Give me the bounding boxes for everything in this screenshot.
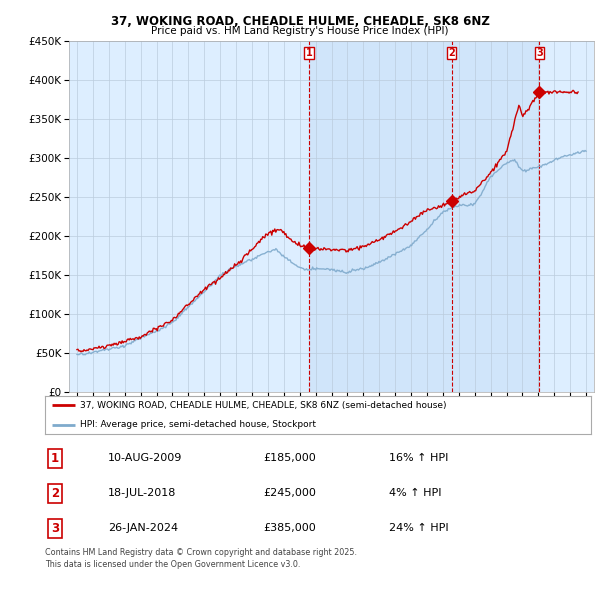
Text: £245,000: £245,000 — [263, 489, 316, 499]
Text: 37, WOKING ROAD, CHEADLE HULME, CHEADLE, SK8 6NZ: 37, WOKING ROAD, CHEADLE HULME, CHEADLE,… — [110, 15, 490, 28]
Text: 26-JAN-2024: 26-JAN-2024 — [108, 523, 178, 533]
Text: 18-JUL-2018: 18-JUL-2018 — [108, 489, 176, 499]
Text: 3: 3 — [536, 48, 543, 58]
Text: 4% ↑ HPI: 4% ↑ HPI — [389, 489, 442, 499]
Text: 2: 2 — [51, 487, 59, 500]
Text: 16% ↑ HPI: 16% ↑ HPI — [389, 454, 448, 463]
Text: 2: 2 — [448, 48, 455, 58]
Text: 1: 1 — [51, 452, 59, 465]
Bar — [309, 41, 539, 392]
Text: 10-AUG-2009: 10-AUG-2009 — [108, 454, 182, 463]
Text: £185,000: £185,000 — [263, 454, 316, 463]
Text: 24% ↑ HPI: 24% ↑ HPI — [389, 523, 449, 533]
Text: £385,000: £385,000 — [263, 523, 316, 533]
Text: HPI: Average price, semi-detached house, Stockport: HPI: Average price, semi-detached house,… — [80, 420, 316, 430]
Text: 37, WOKING ROAD, CHEADLE HULME, CHEADLE, SK8 6NZ (semi-detached house): 37, WOKING ROAD, CHEADLE HULME, CHEADLE,… — [80, 401, 447, 410]
Text: 1: 1 — [306, 48, 313, 58]
Text: Price paid vs. HM Land Registry's House Price Index (HPI): Price paid vs. HM Land Registry's House … — [151, 26, 449, 36]
Text: 3: 3 — [51, 522, 59, 535]
Text: Contains HM Land Registry data © Crown copyright and database right 2025.
This d: Contains HM Land Registry data © Crown c… — [45, 548, 357, 569]
